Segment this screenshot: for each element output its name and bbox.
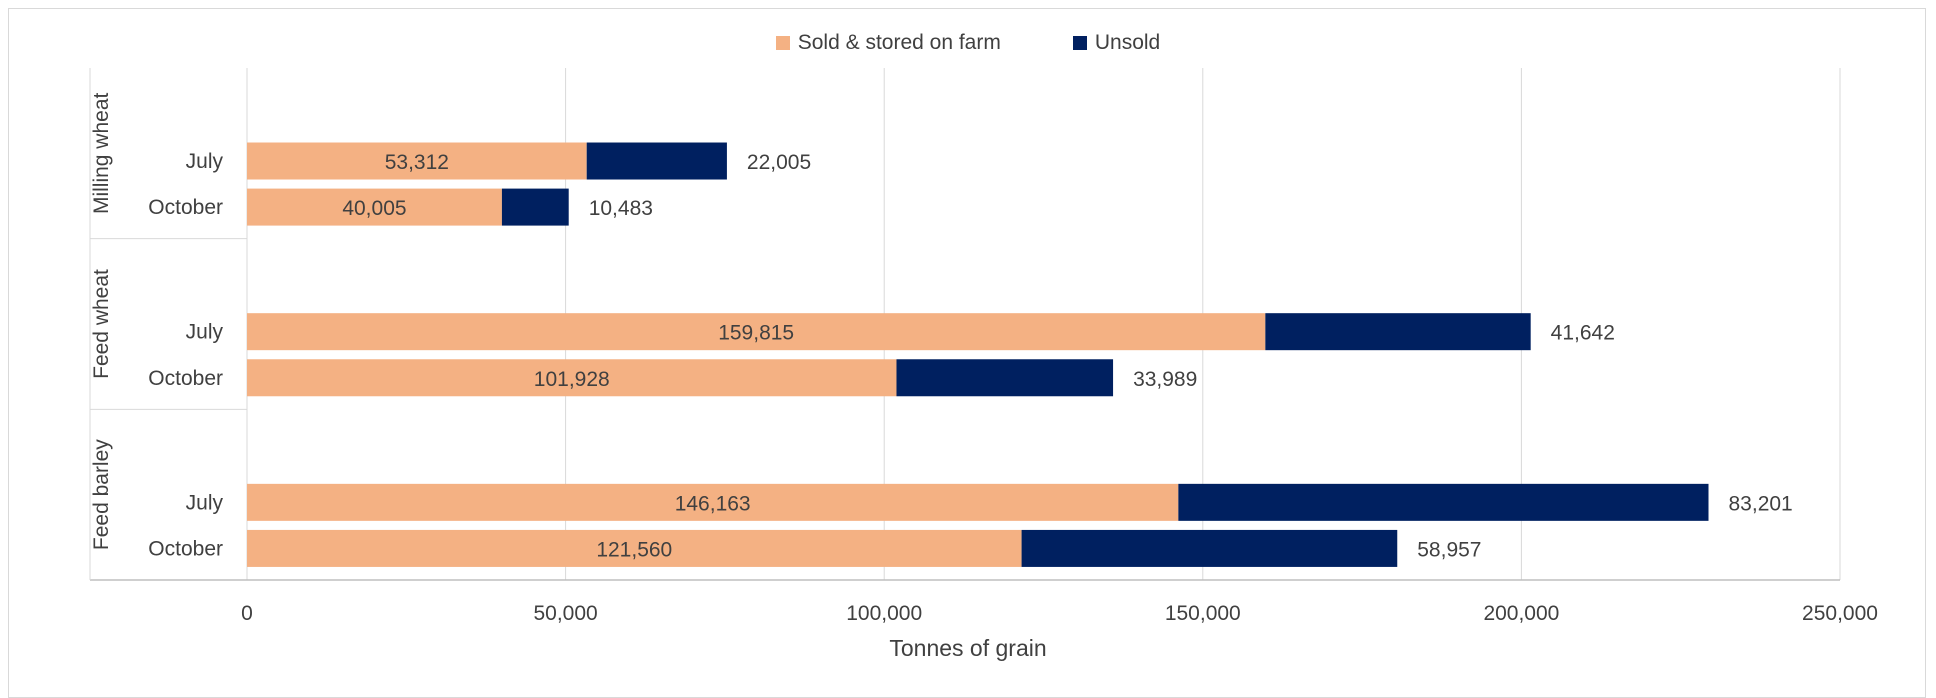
legend-item-unsold: Unsold (1072, 31, 1161, 55)
legend-label-sold: Sold & stored on farm (797, 31, 1001, 54)
chart-frame (8, 8, 1926, 698)
bar-unsold (1178, 483, 1709, 521)
row-label: October (148, 196, 223, 219)
row-label: July (186, 321, 224, 344)
bars (247, 142, 1709, 567)
labels: Milling wheat July 53,312 22,005 October 40,0… (90, 92, 1793, 561)
data-label-sold: 101,928 (534, 368, 610, 391)
legend-swatch-sold (775, 36, 790, 50)
group-label: Feed wheat (90, 269, 113, 379)
row-label: October (148, 367, 223, 390)
bar-unsold (586, 142, 727, 180)
group-label: Feed barley (90, 439, 113, 550)
data-label-sold: 40,005 (342, 197, 406, 220)
row-label: July (186, 491, 224, 514)
stacked-bar-chart: 0 50,000 100,000 150,000 200,000 250,000 Mill… (89, 68, 1878, 661)
group-label: Milling wheat (90, 92, 113, 214)
x-tick-label: 150,000 (1165, 602, 1241, 625)
bar-unsold (1265, 313, 1531, 351)
bar-unsold (1021, 529, 1398, 567)
legend-swatch-unsold (1072, 36, 1087, 50)
bar-sold (247, 529, 1022, 567)
legend-item-sold: Sold & stored on farm (775, 31, 1001, 55)
x-tick-label: 0 (241, 602, 253, 625)
data-label-sold: 146,163 (675, 492, 751, 515)
data-label-unsold: 10,483 (589, 197, 653, 220)
data-label-sold: 121,560 (596, 538, 672, 561)
bar-sold (247, 142, 587, 180)
data-label-unsold: 83,201 (1729, 492, 1793, 515)
x-tick-label: 100,000 (846, 602, 922, 625)
legend-label-unsold: Unsold (1094, 31, 1161, 54)
x-tick-label: 50,000 (533, 602, 597, 625)
bar-unsold (501, 188, 569, 226)
chart-legend: Sold & stored on farm Unsold (0, 26, 1936, 60)
bar-sold (247, 313, 1266, 351)
data-label-unsold: 41,642 (1551, 322, 1615, 345)
data-label-sold: 53,312 (385, 151, 449, 174)
bar-sold (247, 359, 897, 397)
row-label: July (186, 150, 224, 173)
x-tick-label: 200,000 (1483, 602, 1559, 625)
bar-sold (247, 483, 1179, 521)
data-label-sold: 159,815 (718, 322, 794, 345)
bar-sold (247, 188, 502, 226)
row-label: October (148, 537, 223, 560)
bar-unsold (896, 359, 1114, 397)
data-label-unsold: 33,989 (1133, 368, 1197, 391)
data-label-unsold: 58,957 (1417, 538, 1481, 561)
axes: 0 50,000 100,000 150,000 200,000 250,000 (89, 68, 1878, 625)
x-tick-label: 250,000 (1802, 602, 1878, 625)
x-axis-title: Tonnes of grain (889, 635, 1046, 661)
data-label-unsold: 22,005 (747, 151, 811, 174)
